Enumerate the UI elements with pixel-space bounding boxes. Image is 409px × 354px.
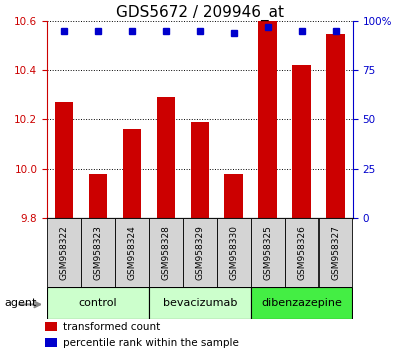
Text: GSM958330: GSM958330 — [229, 225, 238, 280]
Text: GSM958326: GSM958326 — [297, 225, 306, 280]
Bar — [88, 173, 107, 218]
Bar — [149, 287, 250, 319]
Bar — [122, 129, 141, 218]
Bar — [250, 218, 284, 287]
Text: GSM958329: GSM958329 — [195, 225, 204, 280]
Text: GSM958322: GSM958322 — [59, 225, 68, 280]
Text: dibenzazepine: dibenzazepine — [261, 298, 341, 308]
Text: GSM958328: GSM958328 — [161, 225, 170, 280]
Bar — [190, 122, 209, 218]
Bar — [326, 34, 344, 218]
Text: agent: agent — [4, 298, 36, 308]
Bar — [115, 218, 148, 287]
Text: GSM958325: GSM958325 — [263, 225, 272, 280]
Bar — [45, 338, 57, 347]
Bar — [292, 65, 310, 218]
Text: control: control — [79, 298, 117, 308]
Bar — [47, 287, 148, 319]
Bar — [284, 218, 318, 287]
Bar — [258, 21, 276, 218]
Title: GDS5672 / 209946_at: GDS5672 / 209946_at — [116, 5, 283, 21]
Bar — [45, 322, 57, 331]
Bar — [250, 287, 352, 319]
Text: GSM958323: GSM958323 — [93, 225, 102, 280]
Bar — [55, 102, 73, 218]
Bar — [224, 173, 243, 218]
Bar — [318, 218, 352, 287]
Bar — [156, 97, 175, 218]
Text: GSM958327: GSM958327 — [330, 225, 339, 280]
Bar — [149, 218, 182, 287]
Text: bevacizumab: bevacizumab — [162, 298, 236, 308]
Text: percentile rank within the sample: percentile rank within the sample — [63, 338, 238, 348]
Text: GSM958324: GSM958324 — [127, 225, 136, 280]
Bar — [81, 218, 115, 287]
Bar — [216, 218, 250, 287]
Bar — [47, 218, 81, 287]
Text: transformed count: transformed count — [63, 322, 160, 332]
Bar — [183, 218, 216, 287]
